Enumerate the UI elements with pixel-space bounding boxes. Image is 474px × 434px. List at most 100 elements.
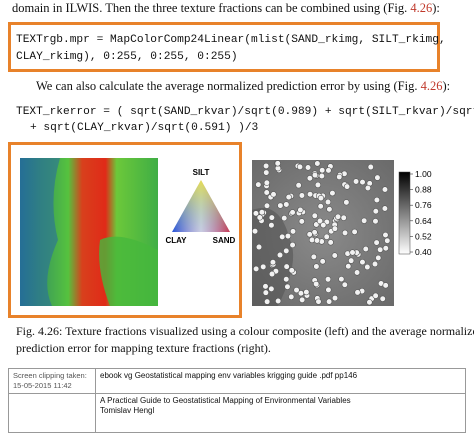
sample-point (318, 172, 325, 180)
sample-point (377, 246, 384, 253)
sample-point (270, 191, 277, 198)
sample-point (283, 263, 290, 270)
sample-point (359, 258, 366, 266)
sample-point (268, 270, 276, 278)
sample-point (372, 208, 379, 215)
sample-point (263, 189, 270, 196)
sample-point (281, 214, 288, 222)
sample-point (268, 222, 275, 229)
highlight-box (8, 142, 242, 318)
triangle-label: CLAY (165, 236, 187, 245)
text: We can also calculate the average normal… (36, 79, 421, 93)
sample-point (296, 163, 304, 170)
text: ): (442, 79, 451, 93)
sample-point (263, 202, 271, 209)
sample-point (325, 167, 332, 174)
sample-point (351, 228, 358, 235)
sample-point (341, 229, 349, 236)
sample-point (260, 263, 267, 270)
sample-point (334, 213, 342, 220)
sample-point (313, 237, 321, 244)
sample-point (306, 231, 313, 238)
colorbar-tick-label: 0.76 (415, 200, 432, 210)
sample-point (372, 218, 379, 225)
cell: Screen clipping taken: 15-05-2015 11:42 (8, 368, 96, 394)
sample-point (310, 253, 317, 260)
sample-point (253, 265, 260, 272)
colorbar-tick-label: 0.52 (415, 231, 432, 241)
sample-point (283, 247, 290, 255)
sample-point (343, 183, 351, 190)
sample-point (289, 228, 297, 235)
sample-point (313, 280, 320, 288)
paragraph: domain in ILWIS. Then the three texture … (12, 1, 440, 16)
sample-point (311, 171, 319, 179)
sample-point (251, 228, 259, 235)
sample-point (382, 231, 389, 239)
sample-point (268, 285, 275, 292)
sample-point (381, 186, 389, 193)
sample-point (331, 252, 338, 259)
sample-point (325, 286, 332, 293)
sample-point (329, 190, 336, 197)
sample-point (298, 192, 306, 199)
triangle-label: SILT (193, 168, 210, 177)
sample-point (297, 206, 304, 214)
sample-point (263, 169, 270, 176)
sample-point (364, 263, 371, 271)
sample-point (343, 199, 350, 206)
color-triangle (172, 180, 230, 232)
sample-point (268, 214, 275, 221)
sample-point (327, 239, 334, 246)
text: ): (432, 1, 440, 15)
sample-point (364, 184, 372, 192)
sample-point (258, 209, 266, 216)
sample-point (348, 257, 355, 264)
cell (8, 393, 96, 433)
sample-point (367, 163, 374, 171)
sample-point (319, 167, 326, 174)
sample-point (323, 233, 330, 240)
sample-point (317, 194, 325, 202)
sample-point (341, 281, 348, 288)
sample-point (275, 297, 282, 305)
sample-point (326, 298, 333, 305)
code-line: CLAY_rkimg), 0:255, 0:255, 0:255) (16, 51, 238, 63)
sample-point (284, 232, 292, 240)
sample-point (289, 241, 296, 249)
paragraph: We can also calculate the average normal… (36, 79, 450, 94)
sample-point (373, 196, 380, 204)
sample-point (353, 269, 361, 276)
highlight-box (8, 22, 440, 72)
sample-point (269, 259, 277, 266)
sample-point (382, 282, 389, 289)
figure-ref[interactable]: 4.26 (410, 1, 433, 15)
sample-point (316, 217, 324, 225)
sample-points (251, 160, 391, 306)
sample-point (263, 179, 270, 186)
figure-ref[interactable]: 4.26 (420, 79, 443, 93)
map-region (252, 208, 294, 306)
sample-point (262, 289, 269, 296)
sample-point (314, 181, 322, 189)
sample-point (362, 245, 369, 253)
sample-point (366, 299, 373, 306)
sample-point (274, 160, 281, 167)
sample-point (285, 194, 292, 201)
sample-point (324, 198, 332, 206)
sample-point (345, 263, 352, 270)
sample-point (306, 175, 313, 182)
sample-point (340, 214, 347, 221)
sample-point (314, 160, 321, 167)
sample-point (279, 233, 286, 240)
sample-point (374, 174, 381, 181)
cell: ebook vg Geostatistical mapping env vari… (95, 368, 466, 394)
sample-point (384, 237, 391, 244)
caption: prediction error for mapping texture fra… (16, 341, 271, 355)
sample-point (361, 217, 368, 224)
sample-point (324, 276, 332, 283)
sample-point (354, 289, 361, 296)
figure: SILT CLAY SAND 1.00 0.88 0.76 0.64 0.52 0.40 (20, 158, 432, 306)
sample-point (262, 283, 269, 290)
